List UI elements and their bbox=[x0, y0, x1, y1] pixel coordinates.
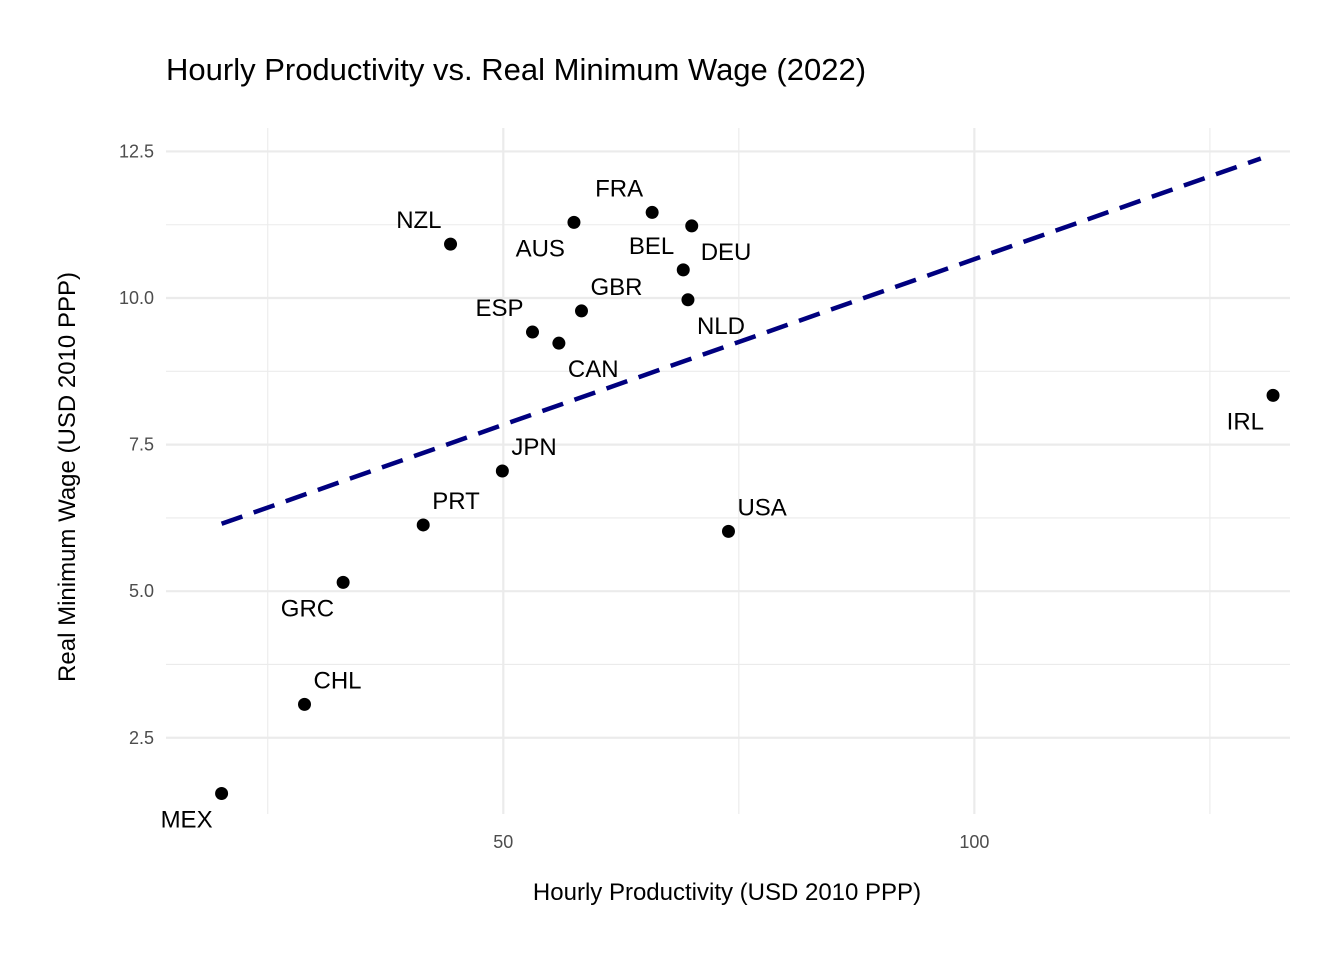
point-label-mex: MEX bbox=[161, 806, 213, 833]
y-axis-ticks: 2.5 5.0 7.5 10.0 12.5 bbox=[119, 141, 154, 747]
point-label-grc: GRC bbox=[281, 595, 334, 622]
data-point-usa bbox=[721, 524, 735, 538]
chart-title: Hourly Productivity vs. Real Minimum Wag… bbox=[166, 52, 866, 87]
y-tick-label: 12.5 bbox=[119, 141, 154, 161]
point-label-chl: CHL bbox=[313, 667, 361, 694]
point-label-gbr: GBR bbox=[590, 274, 642, 301]
data-point-deu bbox=[685, 219, 699, 233]
point-labels: MEX CHL GRC PRT JPN NZL ESP CAN AUS GBR FRA BEL DEU N… bbox=[161, 175, 1264, 833]
data-point-aus bbox=[567, 215, 581, 229]
data-point-bel bbox=[676, 263, 690, 277]
data-point-nld bbox=[681, 293, 695, 307]
data-point-chl bbox=[297, 697, 311, 711]
point-label-irl: IRL bbox=[1227, 408, 1264, 435]
point-label-can: CAN bbox=[568, 356, 619, 383]
point-label-esp: ESP bbox=[475, 295, 523, 322]
data-points bbox=[215, 205, 1280, 800]
data-point-gbr bbox=[574, 304, 588, 318]
y-axis-label: Real Minimum Wage (USD 2010 PPP) bbox=[54, 272, 81, 682]
y-tick-label: 7.5 bbox=[129, 435, 154, 455]
data-point-mex bbox=[215, 786, 229, 800]
x-tick-label: 100 bbox=[959, 832, 989, 852]
x-axis-ticks: 50 100 bbox=[493, 832, 989, 852]
point-label-prt: PRT bbox=[432, 488, 480, 515]
point-label-aus: AUS bbox=[516, 235, 565, 262]
trend-line-layer bbox=[220, 156, 1262, 526]
point-label-nld: NLD bbox=[697, 313, 745, 340]
y-tick-label: 10.0 bbox=[119, 288, 154, 308]
data-point-nzl bbox=[444, 237, 458, 251]
x-axis-label: Hourly Productivity (USD 2010 PPP) bbox=[533, 879, 921, 906]
point-label-nzl: NZL bbox=[396, 207, 441, 234]
point-label-bel: BEL bbox=[629, 233, 674, 260]
data-point-irl bbox=[1266, 388, 1280, 402]
y-tick-label: 2.5 bbox=[129, 728, 154, 748]
data-point-jpn bbox=[495, 464, 509, 478]
grid bbox=[166, 128, 1290, 814]
point-label-fra: FRA bbox=[595, 175, 643, 202]
point-label-deu: DEU bbox=[701, 239, 752, 266]
data-point-fra bbox=[645, 205, 659, 219]
y-tick-label: 5.0 bbox=[129, 581, 154, 601]
data-point-can bbox=[552, 336, 566, 350]
data-point-esp bbox=[526, 325, 540, 339]
point-label-usa: USA bbox=[737, 494, 786, 521]
data-point-grc bbox=[336, 575, 350, 589]
point-label-jpn: JPN bbox=[511, 434, 556, 461]
x-tick-label: 50 bbox=[493, 832, 513, 852]
data-point-prt bbox=[416, 518, 430, 532]
trend-line bbox=[220, 156, 1262, 526]
